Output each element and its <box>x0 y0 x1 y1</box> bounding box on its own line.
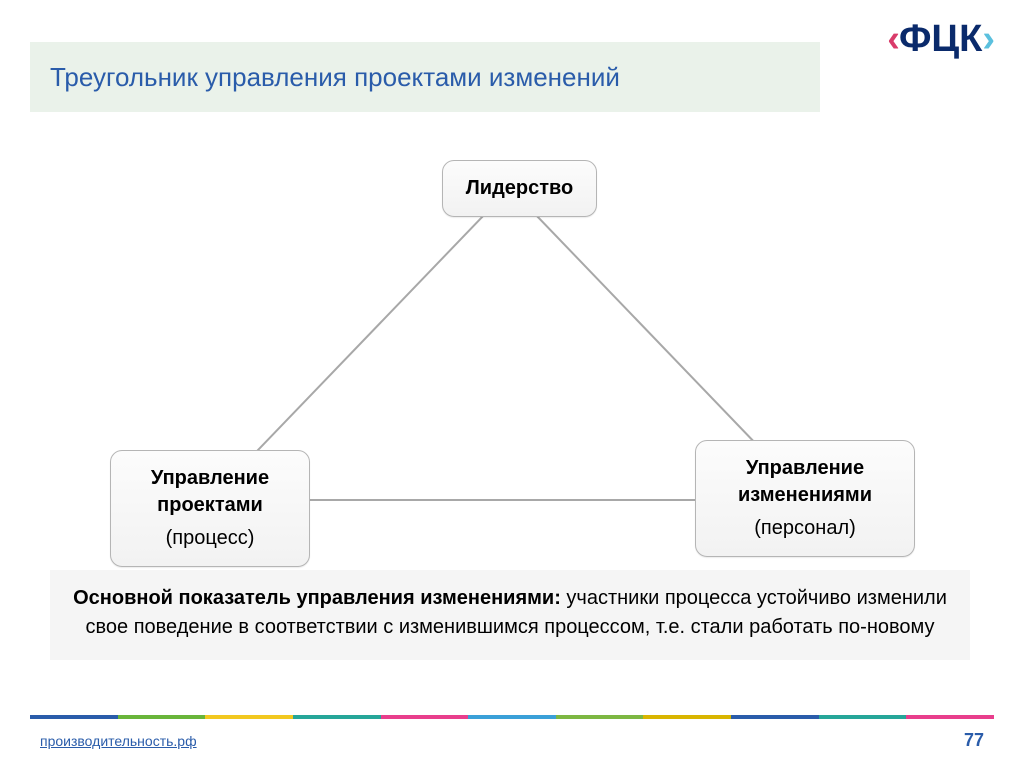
logo-bracket-open: ‹ <box>887 18 899 60</box>
footer-link[interactable]: производительность.рф <box>40 733 197 749</box>
node-leadership-label: Лидерство <box>466 177 574 199</box>
node-project-management: Управление проектами (процесс) <box>110 450 310 567</box>
node-leadership: Лидерство <box>442 160 597 217</box>
logo-letters: ФЦК <box>899 18 982 60</box>
node-change-management-label: Управление изменениями <box>738 457 872 506</box>
triangle-diagram: Лидерство Управление проектами (процесс)… <box>50 140 970 560</box>
node-project-management-label: Управление проектами <box>151 467 269 516</box>
logo: ‹ФЦК› <box>887 18 994 61</box>
color-bar <box>30 715 994 719</box>
logo-bracket-close: › <box>982 18 994 60</box>
footer: производительность.рф 77 <box>40 730 984 751</box>
note-box: Основной показатель управления изменения… <box>50 570 970 660</box>
page-number: 77 <box>964 730 984 751</box>
title-bar: Треугольник управления проектами изменен… <box>30 42 820 112</box>
page-title: Треугольник управления проектами изменен… <box>50 62 620 93</box>
node-change-management-sub: (персонал) <box>716 515 894 542</box>
node-change-management: Управление изменениями (персонал) <box>695 440 915 557</box>
node-project-management-sub: (процесс) <box>131 525 289 552</box>
note-title: Основной показатель управления изменения… <box>73 587 561 609</box>
